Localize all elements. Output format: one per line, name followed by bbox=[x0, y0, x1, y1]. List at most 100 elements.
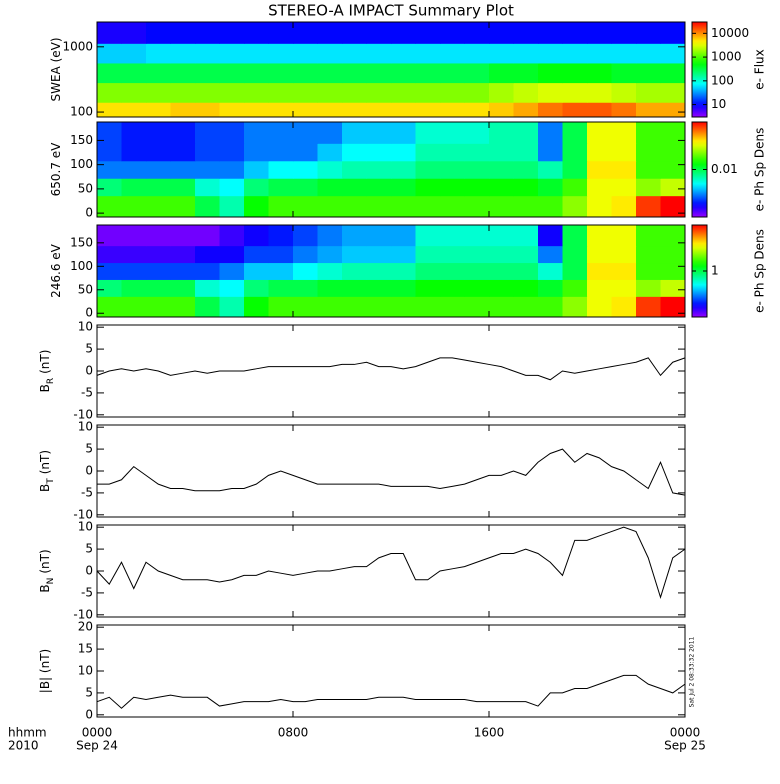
heatmap-cell bbox=[342, 143, 367, 162]
heatmap-cell bbox=[587, 122, 612, 144]
heatmap-cell bbox=[513, 122, 539, 144]
heatmap-cell bbox=[317, 122, 343, 144]
heatmap-cell bbox=[538, 225, 563, 247]
heatmap-cell bbox=[391, 262, 416, 280]
heatmap-cell bbox=[538, 143, 563, 162]
heatmap-cell bbox=[636, 62, 661, 84]
heatmap-cell bbox=[146, 279, 171, 297]
heatmap-cell bbox=[146, 245, 171, 264]
heatmap-cell bbox=[317, 262, 343, 280]
y-tick-label: 0 bbox=[85, 206, 93, 220]
heatmap-cell bbox=[244, 178, 269, 197]
colorbar-label: e- Flux bbox=[753, 49, 767, 89]
heatmap-cell bbox=[415, 279, 441, 297]
heatmap-cell bbox=[342, 279, 367, 297]
heatmap-cell bbox=[562, 62, 588, 84]
heatmap-cell bbox=[391, 22, 416, 44]
heatmap bbox=[97, 225, 685, 317]
heatmap-cell bbox=[587, 62, 612, 84]
y-axis-label: BR (nT) bbox=[38, 350, 56, 393]
y-tick-label: 100 bbox=[70, 157, 93, 171]
heatmap-cell bbox=[636, 122, 661, 144]
panel-frame bbox=[96, 624, 686, 718]
heatmap-cell bbox=[513, 195, 539, 217]
heatmap-cell bbox=[440, 225, 465, 247]
heatmap-cell bbox=[636, 245, 661, 264]
heatmap-cell bbox=[170, 22, 196, 44]
heatmap-cell bbox=[489, 225, 514, 247]
heatmap-cell bbox=[464, 143, 490, 162]
heatmap-cell bbox=[464, 279, 490, 297]
y-axis-label: 650.7 eV bbox=[49, 142, 63, 197]
heatmap-cell bbox=[219, 160, 245, 179]
heatmap-cell bbox=[293, 178, 318, 197]
heatmap-cell bbox=[244, 195, 269, 217]
heatmap-cell bbox=[415, 143, 441, 162]
heatmap-cell bbox=[97, 62, 122, 84]
heatmap-cell bbox=[489, 195, 514, 217]
y-axis-label-main: B bbox=[38, 384, 52, 392]
heatmap-cell bbox=[121, 62, 147, 84]
heatmap-cell bbox=[97, 279, 122, 297]
heatmap-cell bbox=[146, 296, 171, 317]
heatmap-cell bbox=[317, 82, 343, 103]
heatmap-cell bbox=[342, 262, 367, 280]
heatmap-cell bbox=[342, 178, 367, 197]
y-axis-label-main: B bbox=[38, 584, 52, 592]
y-tick-label: 0 bbox=[85, 464, 93, 478]
heatmap-cell bbox=[366, 279, 392, 297]
heatmap-cell bbox=[611, 43, 637, 64]
heatmap-cell bbox=[268, 178, 294, 197]
heatmap-cell bbox=[97, 178, 122, 197]
timestamp: Sat Jul 2 08:33:32 2011 bbox=[689, 636, 696, 707]
heatmap-cell bbox=[219, 225, 245, 247]
heatmap-cell bbox=[195, 178, 220, 197]
heatmap-cell bbox=[366, 296, 392, 317]
heatmap-cell bbox=[464, 102, 490, 117]
heatmap-cell bbox=[489, 122, 514, 144]
y-axis-label: BN (nT) bbox=[38, 549, 56, 592]
colorbar bbox=[691, 21, 708, 118]
heatmap-cell bbox=[244, 62, 269, 84]
heatmap-cell bbox=[244, 262, 269, 280]
heatmap-cell bbox=[636, 43, 661, 64]
heatmap-cell bbox=[244, 225, 269, 247]
heatmap-cell bbox=[121, 82, 147, 103]
heatmap-cell bbox=[611, 178, 637, 197]
heatmap-cell bbox=[611, 62, 637, 84]
heatmap-cell bbox=[219, 82, 245, 103]
heatmap-cell bbox=[391, 43, 416, 64]
heatmap-cell bbox=[415, 160, 441, 179]
heatmap-cell bbox=[440, 62, 465, 84]
y-tick-label: -5 bbox=[81, 385, 93, 399]
heatmap-cell bbox=[195, 195, 220, 217]
heatmap-cell bbox=[391, 245, 416, 264]
heatmap-cell bbox=[513, 82, 539, 103]
y-axis-label-sub: R bbox=[46, 378, 56, 384]
heatmap-cell bbox=[538, 160, 563, 179]
heatmap-cell bbox=[562, 178, 588, 197]
heatmap-cell bbox=[342, 195, 367, 217]
y-tick-label: 5 bbox=[85, 542, 93, 556]
colorbar-tick-label: 10000 bbox=[711, 26, 749, 40]
heatmap-cell bbox=[317, 225, 343, 247]
panel-frame bbox=[96, 121, 686, 218]
heatmap-cell bbox=[170, 43, 196, 64]
heatmap-cell bbox=[660, 22, 685, 44]
heatmap-cell bbox=[562, 262, 588, 280]
heatmap-cell bbox=[415, 102, 441, 117]
heatmap-cell bbox=[440, 262, 465, 280]
heatmap-cell bbox=[587, 245, 612, 264]
heatmap-cell bbox=[268, 160, 294, 179]
heatmap-cell bbox=[317, 143, 343, 162]
heatmap-cell bbox=[244, 143, 269, 162]
heatmap-cell bbox=[268, 62, 294, 84]
heatmap-cell bbox=[293, 225, 318, 247]
heatmap-cell bbox=[268, 225, 294, 247]
data-line bbox=[97, 448, 686, 496]
panel-frame bbox=[96, 524, 686, 618]
heatmap-cell bbox=[636, 160, 661, 179]
heatmap-cell bbox=[146, 122, 171, 144]
heatmap-cell bbox=[366, 122, 392, 144]
heatmap-cell bbox=[440, 160, 465, 179]
